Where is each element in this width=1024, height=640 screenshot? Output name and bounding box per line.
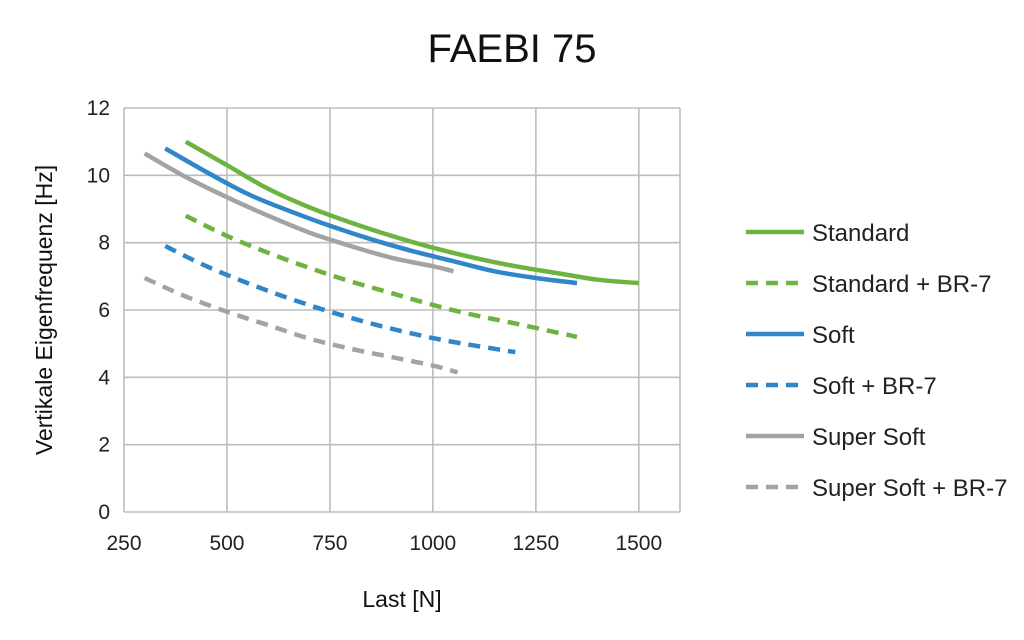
y-tick-label: 4 [98, 366, 110, 389]
y-tick-label: 12 [87, 97, 110, 120]
x-tick-label: 1500 [615, 532, 662, 555]
series-line-super-soft-br-7 [143, 275, 459, 375]
plot-area [123, 107, 681, 513]
grid-lines [123, 107, 681, 513]
y-tick-label: 8 [98, 232, 110, 255]
legend-label: Soft [812, 322, 855, 349]
series-line-super-soft [143, 151, 455, 274]
series-line-soft [164, 146, 578, 286]
legend-label: Standard + BR-7 [812, 271, 991, 298]
x-axis-ticks: 250 500 750 1000 1250 1500 [106, 532, 662, 555]
y-tick-label: 2 [98, 434, 110, 457]
x-tick-label: 500 [209, 532, 244, 555]
y-axis-label: Vertikale Eigenfrequenz [Hz] [31, 165, 57, 455]
y-tick-label: 10 [87, 164, 110, 187]
legend-label: Super Soft [812, 424, 926, 451]
series-line-standard [184, 139, 639, 286]
legend-label: Soft + BR-7 [812, 373, 937, 400]
legend: Standard Standard + BR-7 Soft Soft + BR-7 Su… [746, 220, 1007, 502]
series-line-standard-br-7 [184, 213, 578, 340]
x-tick-label: 750 [312, 532, 347, 555]
y-tick-label: 0 [98, 501, 110, 524]
series-line-soft-br-7 [164, 243, 516, 355]
y-axis-ticks: 0 2 4 6 8 10 12 [87, 97, 111, 524]
series-lines [143, 139, 639, 375]
x-tick-label: 250 [106, 532, 141, 555]
legend-label: Standard [812, 220, 909, 247]
y-tick-label: 6 [98, 299, 110, 322]
chart-title: FAEBI 75 [428, 27, 597, 71]
legend-label: Super Soft + BR-7 [812, 475, 1007, 502]
x-tick-label: 1250 [512, 532, 559, 555]
x-tick-label: 1000 [410, 532, 457, 555]
x-axis-label: Last [N] [362, 586, 441, 612]
